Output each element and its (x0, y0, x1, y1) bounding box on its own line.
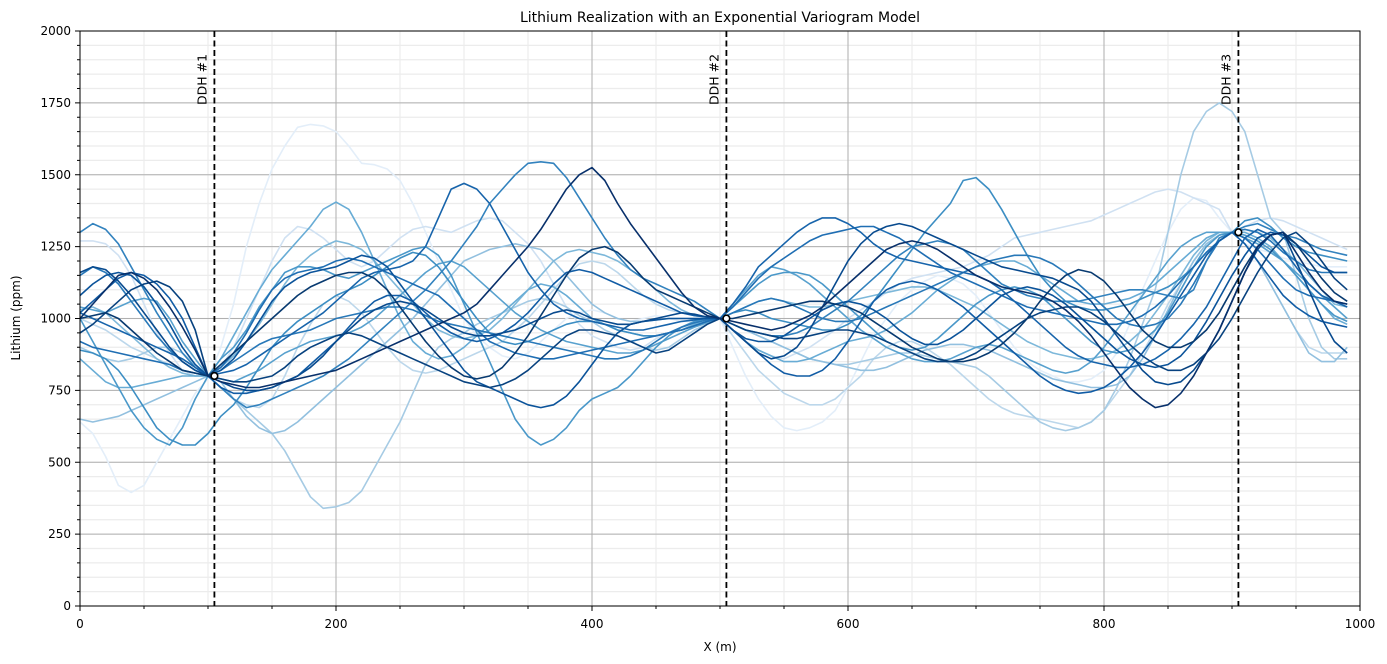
ddh-3-label: DDH #3 (1218, 54, 1233, 105)
x-tick-label: 1000 (1345, 617, 1376, 631)
realization-11-line (79, 161, 1348, 409)
x-tick-label: 0 (76, 617, 84, 631)
realization-lines (79, 102, 1348, 510)
chart-title: Lithium Realization with an Exponential … (520, 10, 920, 26)
ddh-3-sample-marker (1234, 228, 1243, 237)
ddh-1-label: DDH #1 (194, 54, 209, 105)
realization-13-line (79, 225, 1348, 377)
y-tick-label: 1000 (40, 312, 71, 326)
x-tick-label: 600 (837, 617, 860, 631)
x-tick-label: 400 (581, 617, 604, 631)
realization-19-line (79, 231, 1348, 380)
y-tick-label: 500 (48, 455, 71, 469)
y-axis-label: Lithium (ppm) (9, 275, 23, 360)
x-axis-label: X (m) (703, 640, 736, 654)
x-tick-label: 200 (325, 617, 348, 631)
ddh-1-sample-marker (210, 371, 219, 381)
x-axis: 0 200 400 600 800 1000 (76, 606, 1375, 631)
drillhole-markers: DDH #1 DDH #2 DDH #3 (194, 31, 1243, 606)
y-tick-label: 0 (63, 599, 71, 613)
realization-18-line (79, 231, 1348, 389)
y-tick-label: 1250 (40, 240, 71, 254)
y-tick-label: 1500 (40, 168, 71, 182)
x-tick-label: 800 (1093, 617, 1116, 631)
y-tick-label: 1750 (40, 96, 71, 110)
plot-area: DDH #1 DDH #2 DDH #3 (79, 30, 1361, 607)
y-tick-label: 250 (48, 527, 71, 541)
y-tick-label: 2000 (40, 24, 71, 38)
ddh-2-sample-marker (722, 314, 731, 323)
y-axis: 0 250 500 750 1000 1250 1500 1750 2000 (40, 24, 80, 613)
y-tick-label: 750 (48, 383, 71, 397)
realization-20-line (79, 166, 1348, 409)
ddh-2-label: DDH #2 (706, 54, 721, 105)
